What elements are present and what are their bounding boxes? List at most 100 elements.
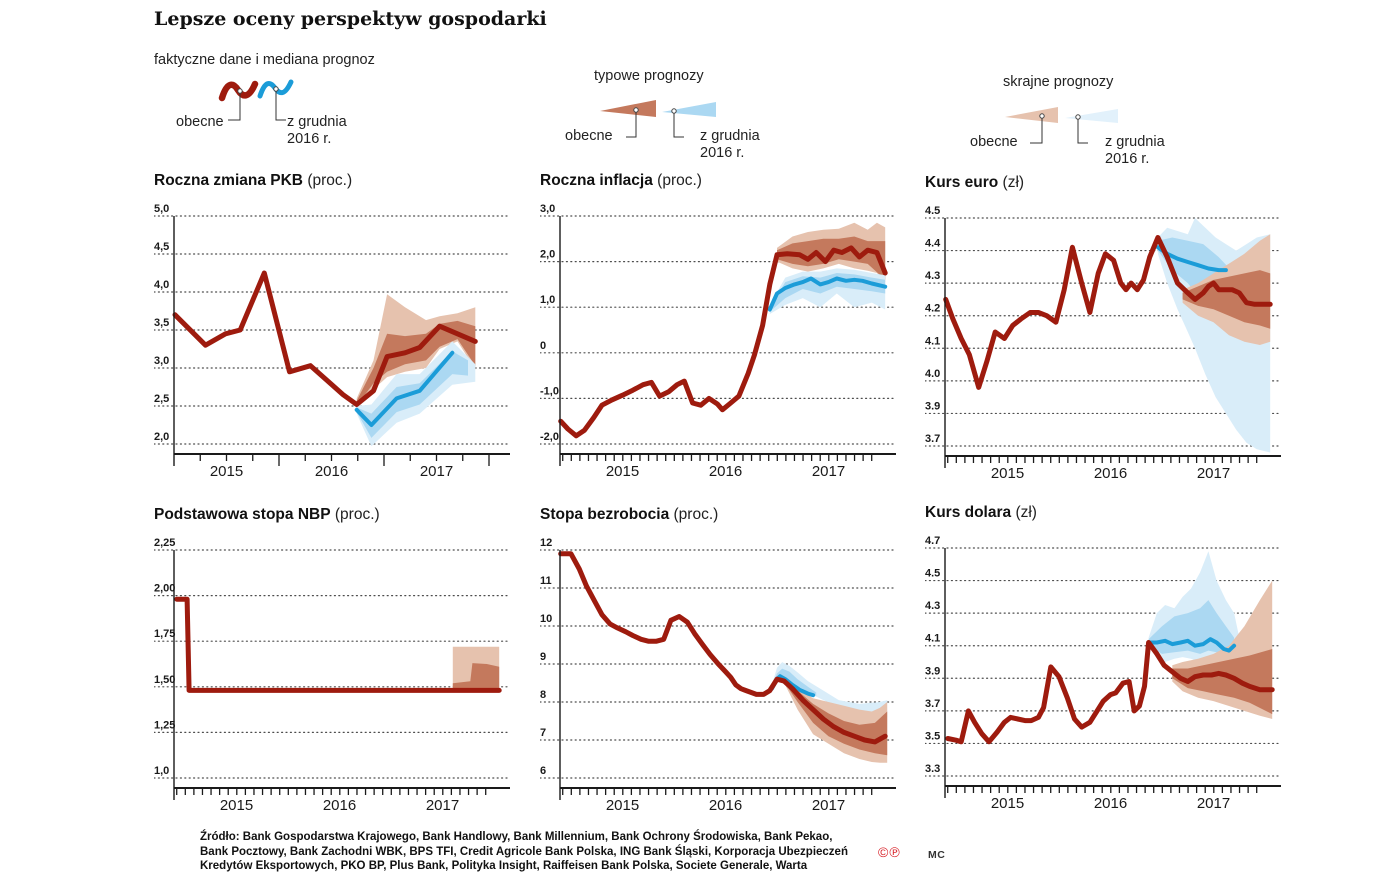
chart-title: Kurs euro (zł) [925,174,1025,191]
svg-text:4,0: 4,0 [154,279,169,291]
current-wedge-icon [600,100,656,117]
svg-text:2016: 2016 [709,797,742,814]
anchor-dot [237,88,243,94]
chart-euro-rate: Kurs euro (zł) 4.5 4.4 4.3 4.2 4.1 4.0 3.9 3.7 2… [925,174,1291,482]
chart-inflation: Roczna inflacja (proc.) 3,0 2,0 1,0 0 -1,0 -2… [540,172,906,480]
svg-text:1,25: 1,25 [154,719,175,731]
anchor-dot [1075,114,1081,120]
svg-text:2016: 2016 [323,797,356,814]
legend-label-current: obecne [565,128,613,144]
svg-text:0: 0 [540,340,546,352]
connector-line [275,91,286,121]
svg-text:2017: 2017 [812,463,845,480]
author-initials: MC [928,849,946,861]
legend-label-december: z grudnia 2016 r. [287,114,347,147]
svg-text:3.9: 3.9 [925,400,940,412]
source-line: Źródło: Bank Gospodarstwa Krajowego, Ban… [200,831,833,843]
chart-plot: 12 11 10 9 8 7 6 2015 2016 2017 [540,537,897,814]
chart-plot: 5,0 4,5 4,0 3,5 3,0 2,5 2,0 2015 2016 2017 [154,203,511,480]
svg-text:-1,0: -1,0 [540,385,559,397]
svg-text:5,0: 5,0 [154,203,169,215]
svg-text:4.1: 4.1 [925,335,940,347]
chart-title: Stopa bezrobocia (proc.) [540,506,719,523]
legend-wedge-icons [600,100,716,138]
svg-text:3,0: 3,0 [154,355,169,367]
svg-text:2015: 2015 [991,465,1024,482]
chart-dollar-rate: Kurs dolara (zł) 4.7 4.5 4.3 4.1 3.9 3.7 3.5 3.… [925,504,1291,812]
page-title: Lepsze oceny perspektyw gospodarki [154,8,547,30]
chart-plot: 4.5 4.4 4.3 4.2 4.1 4.0 3.9 3.7 2015 2016 2017 [925,205,1282,482]
svg-text:2016: 2016 [315,463,348,480]
svg-text:9: 9 [540,651,546,663]
phonogram-icon: ℗ [889,844,901,860]
svg-text:2,0: 2,0 [540,249,555,261]
svg-text:10: 10 [540,613,552,625]
chart-nbp-rate: Podstawowa stopa NBP (proc.) 2,25 2,00 1,7… [154,506,520,814]
source-line: Kredytów Eksportowych, PKO BP, Plus Bank… [200,860,808,872]
svg-text:4.5: 4.5 [925,205,940,217]
rights-marks: ©℗ [878,844,901,860]
svg-text:6: 6 [540,765,546,777]
svg-text:2017: 2017 [1197,465,1230,482]
svg-text:2016: 2016 [709,463,742,480]
legend-label-current: obecne [176,114,224,130]
svg-text:1,50: 1,50 [154,674,175,686]
svg-text:1,0: 1,0 [540,294,555,306]
chart-plot: 2,25 2,00 1,75 1,50 1,25 1,0 2015 2016 2017 [154,537,511,814]
svg-text:2,00: 2,00 [154,583,175,595]
svg-text:4.3: 4.3 [925,600,940,612]
source-line: Bank Pocztowy, Bank Zachodni WBK, BPS TF… [200,845,848,858]
svg-text:2015: 2015 [220,797,253,814]
svg-text:4.4: 4.4 [925,238,941,250]
connector-line [228,93,241,121]
svg-text:3,5: 3,5 [154,317,169,329]
svg-text:4.7: 4.7 [925,535,940,547]
copyright-icon: © [878,844,890,860]
legend-label-december: z grudnia 2016 r. [1105,134,1165,167]
svg-text:2016: 2016 [1094,795,1127,812]
chart-plot: 3,0 2,0 1,0 0 -1,0 -2,0 2015 2016 2017 [540,203,897,480]
current-wedge-icon [1005,107,1058,123]
chart-plot: 4.7 4.5 4.3 4.1 3.9 3.7 3.5 3.3 2015 2016 2017 [925,535,1282,812]
anchor-dot [671,108,677,114]
svg-text:4.2: 4.2 [925,303,940,315]
svg-text:2015: 2015 [210,463,243,480]
svg-text:4.1: 4.1 [925,633,940,645]
anchor-dot [633,107,639,113]
svg-text:2015: 2015 [991,795,1024,812]
source-note: Źródło: Bank Gospodarstwa Krajowego, Ban… [200,830,850,874]
svg-text:4.5: 4.5 [925,568,940,580]
svg-text:4,5: 4,5 [154,241,169,253]
svg-text:4.3: 4.3 [925,270,940,282]
connector-line [1030,118,1043,144]
svg-text:2017: 2017 [1197,795,1230,812]
connector-line [626,112,637,138]
svg-text:3.3: 3.3 [925,763,940,775]
svg-text:3,0: 3,0 [540,203,555,215]
chart-gdp-growth: Roczna zmiana PKB (proc.) 5,0 4,5 4,0 3,5 3,… [154,172,520,480]
legend-actual-and-median: faktyczne dane i mediana prognoz obecne … [154,52,434,172]
legend-wedge-icons [1005,107,1118,144]
chart-title: Podstawowa stopa NBP (proc.) [154,506,380,523]
svg-text:7: 7 [540,727,546,739]
svg-text:3.7: 3.7 [925,433,940,445]
svg-text:2015: 2015 [606,797,639,814]
svg-text:-2,0: -2,0 [540,431,559,443]
svg-text:1,75: 1,75 [154,628,175,640]
legend-line-icons [218,79,294,121]
svg-text:3.9: 3.9 [925,665,940,677]
svg-text:11: 11 [540,575,552,587]
legend-title: skrajne prognozy [1003,74,1114,90]
anchor-dot [1039,113,1045,119]
legend-label-current: obecne [970,134,1018,150]
svg-text:3.5: 3.5 [925,730,940,742]
svg-text:2,0: 2,0 [154,431,169,443]
svg-text:2,25: 2,25 [154,537,175,549]
legend-label-december: z grudnia 2016 r. [700,128,760,161]
svg-text:12: 12 [540,537,552,549]
svg-text:4.0: 4.0 [925,368,940,380]
chart-unemployment: Stopa bezrobocia (proc.) 12 11 10 9 8 7 6 2015 2… [540,506,906,814]
legend-title: typowe prognozy [594,68,704,84]
svg-text:1,0: 1,0 [154,765,169,777]
